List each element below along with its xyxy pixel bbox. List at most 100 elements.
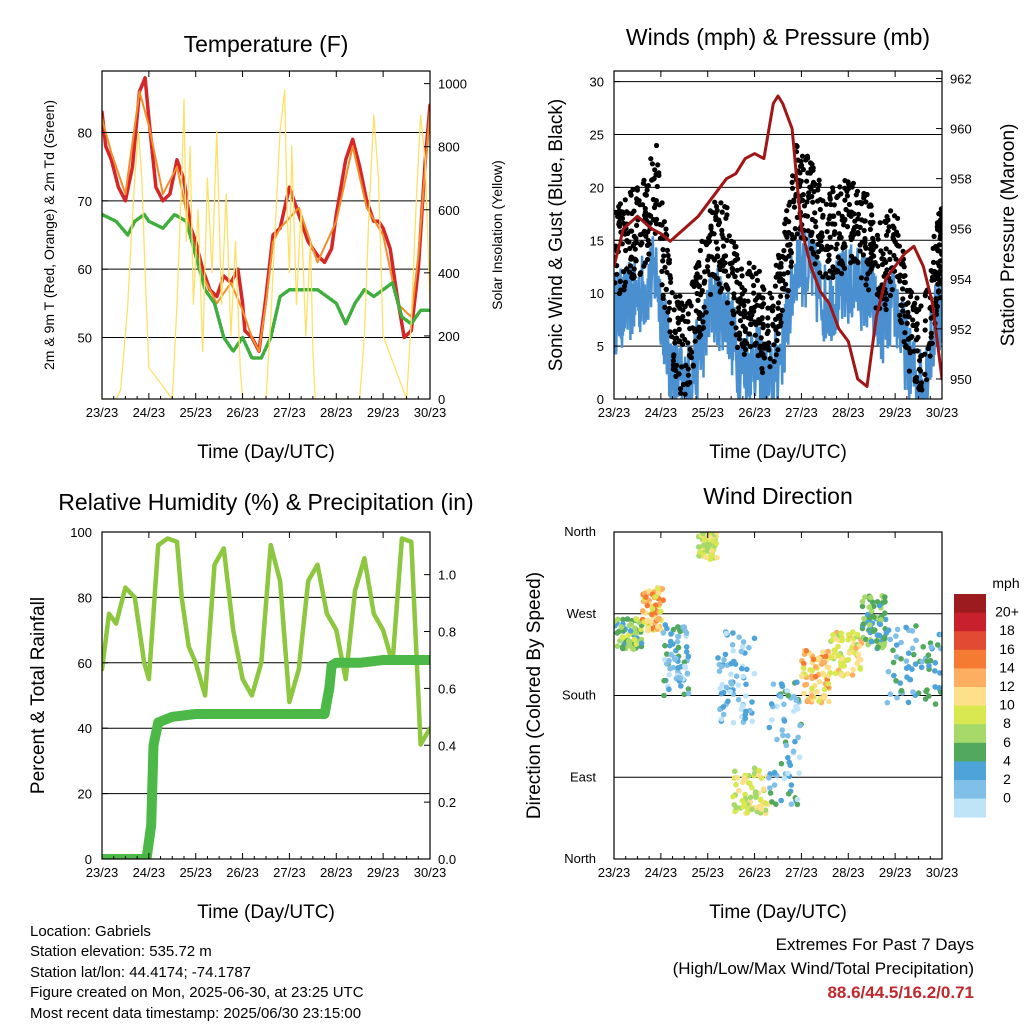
direction-point: [766, 775, 772, 781]
gust-point: [679, 364, 685, 370]
gust-point: [800, 166, 807, 173]
gust-point: [656, 172, 662, 178]
gust-point: [860, 252, 867, 258]
y-tick-label: North: [564, 524, 596, 539]
gust-point: [888, 208, 894, 214]
gust-point: [858, 201, 865, 207]
direction-point: [860, 621, 867, 627]
legend-swatch: [954, 649, 986, 669]
gust-point: [804, 178, 810, 184]
gust-point: [741, 351, 747, 357]
gust-point: [747, 343, 754, 350]
gust-point: [777, 264, 783, 270]
direction-point: [722, 651, 729, 658]
gust-point: [868, 255, 874, 261]
gust-point: [887, 292, 894, 299]
gust-point: [775, 347, 781, 353]
gust-point: [816, 182, 822, 188]
chart-title: Relative Humidity (%) & Precipitation (i…: [58, 489, 473, 515]
direction-point: [781, 718, 788, 724]
direction-point: [618, 624, 625, 630]
direction-point: [667, 642, 673, 649]
plot-area: [614, 532, 942, 817]
gust-point: [692, 338, 698, 344]
legend-label: 18: [999, 622, 1015, 638]
gust-point: [728, 238, 735, 244]
gust-point: [698, 291, 704, 297]
figure-created: Figure created on Mon, 2025-06-30, at 23…: [30, 984, 364, 1002]
direction-point: [740, 643, 746, 650]
gust-point: [846, 181, 852, 187]
direction-point: [731, 802, 738, 808]
gust-point: [908, 289, 915, 295]
gust-point: [784, 293, 790, 299]
direction-point: [809, 685, 815, 692]
direction-point: [870, 628, 876, 634]
direction-point: [823, 653, 829, 660]
gust-point: [703, 309, 709, 315]
y-tick-label: 25: [590, 127, 604, 142]
gust-point: [867, 226, 874, 232]
gust-point: [775, 323, 781, 330]
direction-point: [898, 639, 904, 646]
gust-point: [714, 246, 721, 252]
direction-point: [885, 668, 892, 675]
direction-point: [826, 664, 832, 671]
direction-point: [675, 665, 681, 671]
x-tick-label: 24/23: [133, 405, 166, 420]
gust-point: [671, 352, 677, 358]
gust-point: [913, 374, 920, 381]
gust-point: [883, 232, 890, 238]
gust-point: [726, 233, 732, 239]
gust-point: [666, 299, 673, 305]
direction-point: [830, 632, 836, 638]
gust-point: [882, 218, 888, 225]
gust-point: [904, 344, 910, 351]
gust-point: [731, 291, 737, 297]
gust-point: [899, 303, 905, 309]
direction-point: [747, 794, 754, 801]
gust-point: [647, 213, 654, 219]
gust-point: [672, 329, 679, 336]
gust-point: [622, 279, 629, 285]
direction-point: [762, 800, 769, 807]
gust-point: [751, 290, 757, 296]
y2-tick-label: 1000: [438, 77, 467, 92]
gust-point: [809, 193, 815, 200]
gust-point: [877, 220, 883, 226]
direction-point: [710, 538, 717, 544]
direction-point: [890, 647, 896, 654]
x-tick-label: 29/23: [879, 405, 912, 420]
chart-panel-1: 23/23 24/23 25/23 26/23 27/23 28/23 29/23 30/23…: [546, 24, 1019, 463]
gust-point: [702, 278, 708, 284]
direction-point: [882, 616, 889, 623]
gust-point: [738, 266, 745, 272]
gust-point: [646, 251, 652, 257]
gust-point: [758, 335, 764, 341]
direction-point: [867, 622, 873, 628]
gust-point: [659, 268, 665, 274]
direction-point: [753, 794, 759, 800]
direction-point: [846, 650, 853, 656]
direction-point: [849, 672, 856, 678]
direction-point: [820, 670, 826, 677]
gust-point: [820, 198, 826, 204]
y2-tick-label: 200: [438, 329, 460, 344]
gust-point: [652, 167, 658, 173]
gust-point: [938, 206, 942, 212]
direction-point: [696, 544, 702, 550]
gust-point: [913, 337, 920, 343]
gust-point: [700, 319, 706, 325]
gust-point: [922, 371, 928, 377]
gust-point: [729, 320, 735, 326]
gust-point: [673, 373, 679, 379]
gust-point: [775, 300, 782, 306]
direction-point: [664, 625, 670, 632]
gust-point: [782, 221, 788, 227]
gust-point: [711, 231, 717, 237]
gust-point: [770, 308, 776, 314]
direction-point: [727, 689, 733, 695]
x-tick-label: 23/23: [86, 405, 119, 420]
gust-point: [661, 253, 667, 259]
gust-point: [910, 317, 916, 323]
